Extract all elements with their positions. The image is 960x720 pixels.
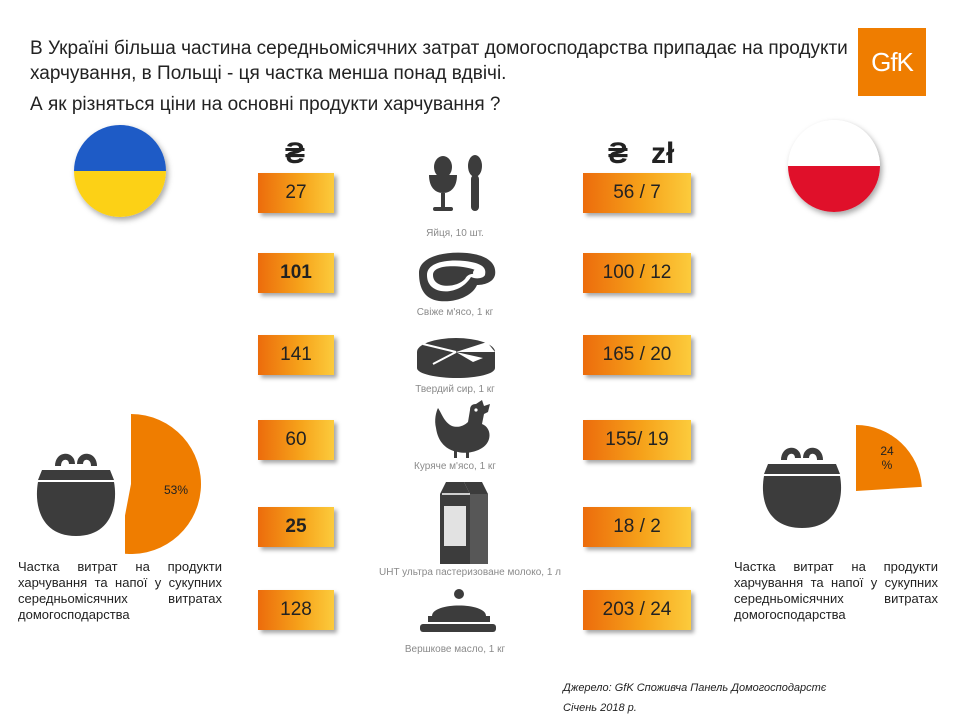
ukraine-share-pie [125,414,202,554]
product-label-eggs: Яйця, 10 шт. [426,228,484,239]
poland-value-milk: 18 / 2 [583,507,691,547]
ukraine-value-chicken: 60 [258,420,334,460]
source-line: Джерело: GfK Споживча Панель Домогоспода… [563,682,827,694]
poland-value-meat: 100 / 12 [583,253,691,293]
poland-uah-symbol: ₴ [608,137,629,170]
product-label-cheese: Твердий сир, 1 кг [415,384,495,395]
eggs-icon [429,155,482,211]
ukraine-currency-symbol: ₴ [285,137,306,170]
poland-share-label: 24 % [876,444,898,472]
milk-icon [440,482,488,564]
ukraine-value-cheese: 141 [258,335,334,375]
poland-pln-symbol: zł [651,137,675,170]
poland-value-eggs: 56 / 7 [583,173,691,213]
ukraine-share-description: Частка витрат на продукти харчування та … [18,559,222,622]
page-title: В Україні більша частина середньомісячни… [30,38,848,84]
butter-icon [420,589,496,632]
gfk-logo: GfK [858,28,926,96]
poland-flag [788,120,880,212]
ukraine-flag [74,125,166,217]
page-subtitle: А як різняться ціни на основні продукти … [30,94,501,115]
ukraine-value-milk: 25 [258,507,334,547]
meat-icon [419,252,496,302]
ukraine-share-wedge [125,414,202,554]
poland-share-description: Частка витрат на продукти харчування та … [734,559,938,622]
poland-share-pie [856,425,922,491]
ukraine-value-eggs: 27 [258,173,334,213]
poland-value-butter: 203 / 24 [583,590,691,630]
product-label-meat: Свіже м'ясо, 1 кг [416,307,494,318]
product-label-milk: UHT ультра пастеризоване молоко, 1 л [379,567,561,578]
source-date: Січень 2018 р. [563,702,637,714]
ukraine-share-label: 53% [164,483,189,497]
poland-value-cheese: 165 / 20 [583,335,691,375]
product-label-chicken: Куряче м'ясо, 1 кг [414,461,496,472]
poland-share-wedge [856,425,922,491]
chicken-icon [435,400,490,458]
poland-share-unit: % [881,458,893,472]
ukraine-value-meat: 101 [258,253,334,293]
cheese-icon [417,338,495,378]
logo-text: GfK [871,46,914,77]
poland-purse-icon [762,447,842,528]
poland-value-chicken: 155/ 19 [583,420,691,460]
poland-share-value: 24 [880,444,894,458]
product-label-butter: Вершкове масло, 1 кг [404,644,506,655]
ukraine-value-butter: 128 [258,590,334,630]
ukraine-purse-icon [36,453,116,536]
